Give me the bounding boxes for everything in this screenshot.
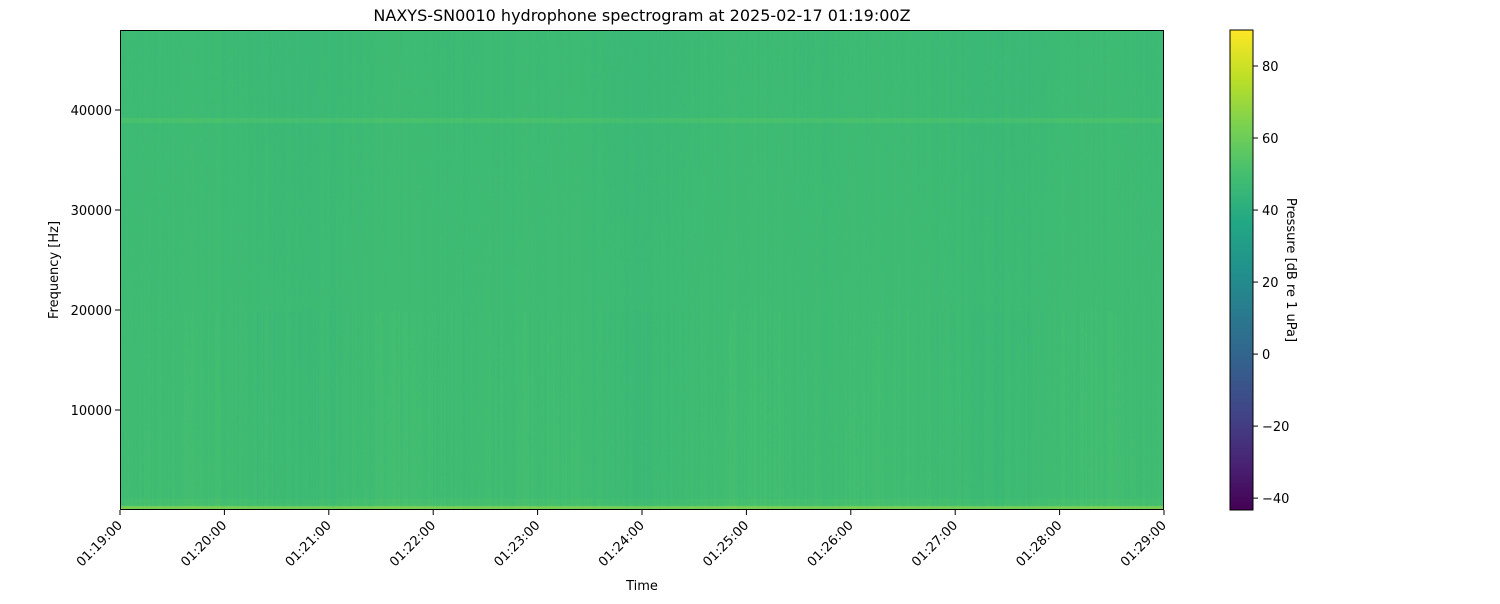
plot-frame [120, 30, 1164, 510]
colorbar-tick-label: −20 [1262, 420, 1289, 435]
x-tick-label: 01:22:00 [387, 518, 439, 570]
colorbar-label: Pressure [dB re 1 uPa] [1283, 198, 1298, 342]
y-tick-label: 30000 [71, 204, 112, 219]
y-tick-label: 20000 [71, 304, 112, 319]
x-axis-label: Time [625, 579, 658, 594]
colorbar-tick-label: 80 [1262, 60, 1279, 75]
x-tick-label: 01:21:00 [283, 518, 335, 570]
colorbar-tick-label: −40 [1262, 492, 1289, 507]
colorbar-tick-label: 40 [1262, 204, 1279, 219]
x-tick-label: 01:29:00 [1118, 518, 1170, 570]
x-tick-label: 01:24:00 [596, 518, 648, 570]
x-tick-label: 01:27:00 [909, 518, 961, 570]
chart-title: NAXYS-SN0010 hydrophone spectrogram at 2… [373, 6, 910, 25]
x-tick-label: 01:23:00 [492, 518, 544, 570]
x-tick-label: 01:20:00 [178, 518, 230, 570]
x-tick-label: 01:28:00 [1014, 518, 1066, 570]
y-tick-label: 40000 [71, 104, 112, 119]
colorbar-tick-label: 0 [1262, 348, 1270, 363]
x-tick-label: 01:26:00 [805, 518, 857, 570]
y-tick-label: 10000 [71, 404, 112, 419]
colorbar-tick-label: 60 [1262, 132, 1279, 147]
colorbar [1229, 29, 1254, 511]
x-tick-label: 01:19:00 [74, 518, 126, 570]
colorbar-tick-label: 20 [1262, 276, 1279, 291]
spectrogram-image [120, 30, 1164, 510]
x-tick-label: 01:25:00 [700, 518, 752, 570]
y-axis-label: Frequency [Hz] [47, 221, 62, 319]
